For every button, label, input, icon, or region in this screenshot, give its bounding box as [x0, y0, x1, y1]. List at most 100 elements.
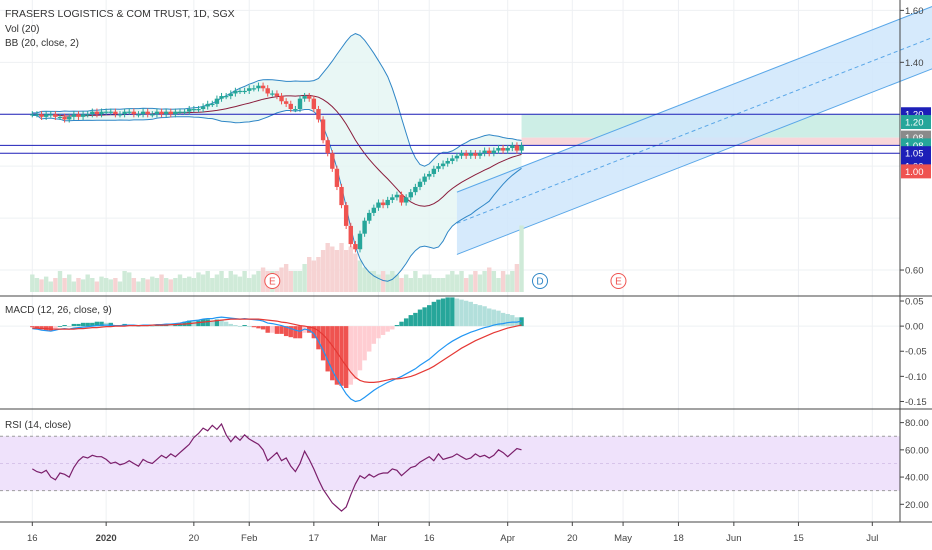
candle-body: [380, 202, 386, 206]
time-axis-label: Feb: [241, 533, 257, 544]
macd-histogram-bar: [99, 321, 104, 327]
volume-bar: [399, 278, 404, 292]
candle-body: [219, 96, 224, 99]
volume-bar: [482, 271, 487, 292]
macd-histogram-bar: [463, 300, 469, 327]
macd-histogram-bar: [316, 326, 321, 350]
volume-bar: [182, 278, 187, 292]
macd-histogram-bar: [288, 326, 293, 338]
macd-histogram-bar: [53, 326, 58, 329]
volume-bar: [30, 274, 35, 292]
macd-histogram-bar: [251, 326, 257, 328]
volume-bar: [237, 276, 243, 292]
candle-body: [394, 194, 400, 198]
macd-histogram-bar: [376, 326, 381, 339]
macd-histogram-bar: [136, 326, 141, 327]
macd-histogram-bar: [417, 309, 423, 327]
volume-bar: [293, 271, 298, 292]
rsi-indicator-label: RSI (14, close): [5, 420, 71, 431]
candle-body: [514, 145, 520, 151]
macd-histogram-bar: [242, 325, 247, 327]
candle-body: [316, 109, 321, 120]
candle-body: [260, 85, 266, 89]
volume-bar: [477, 274, 483, 292]
volume-bar: [219, 271, 224, 292]
macd-histogram-bar: [450, 297, 455, 327]
event-marker-label: D: [536, 277, 543, 288]
macd-histogram-bar: [67, 326, 72, 327]
volume-bar: [150, 276, 155, 292]
candle-body: [330, 153, 335, 169]
candle-body: [173, 111, 178, 115]
volume-bar: [390, 271, 395, 292]
event-marker-circle: [264, 273, 281, 289]
volume-bar: [205, 271, 210, 292]
macd-histogram-bar: [510, 315, 515, 327]
candle-body: [71, 114, 77, 117]
macd-histogram-bar: [348, 326, 353, 385]
volume-bar: [173, 278, 178, 292]
rsi-axis-label: 60.00: [905, 445, 929, 456]
candle-body: [482, 150, 487, 154]
volume-bar: [491, 271, 497, 292]
macd-histogram-bar: [205, 319, 210, 327]
macd-panel: [0, 297, 900, 403]
macd-histogram-bar: [196, 320, 201, 327]
candle-body: [247, 88, 252, 91]
candle-body: [242, 90, 247, 93]
macd-histogram-bar: [477, 305, 483, 327]
macd-histogram-bar: [311, 326, 317, 339]
price-axis-label: 1.60: [905, 6, 924, 17]
candle-body: [436, 166, 441, 169]
volume-bar: [214, 274, 220, 292]
volume-bar: [376, 274, 381, 292]
volume-bar: [302, 264, 307, 292]
volume-bar: [440, 278, 446, 292]
candle-body: [505, 148, 510, 151]
candle-body: [463, 153, 469, 156]
candle-body: [491, 150, 497, 154]
candle-body: [210, 103, 215, 106]
macd-histogram-bar: [108, 322, 113, 327]
price-tag-label: 1.00: [905, 167, 924, 178]
candle-body: [279, 96, 284, 102]
candle-body: [431, 168, 437, 174]
volume-bar: [427, 274, 432, 292]
candle-body: [177, 111, 183, 113]
event-marker-circle: [532, 273, 548, 289]
candle-body: [385, 199, 390, 206]
macd-histogram-bar: [297, 326, 303, 339]
candle-body: [403, 197, 409, 203]
macd-histogram-bar: [427, 305, 432, 327]
candle-body: [399, 194, 404, 203]
macd-histogram-bar: [491, 309, 497, 327]
volume-bar: [519, 225, 524, 292]
candle-body: [477, 153, 483, 156]
macd-histogram-bar: [228, 323, 233, 327]
candle-body: [154, 111, 160, 115]
macd-histogram-bar: [85, 322, 90, 327]
macd-histogram-bar: [39, 326, 44, 330]
candle-body: [196, 109, 201, 111]
macd-axis-label: -0.05: [905, 347, 927, 358]
volume-bar: [334, 250, 340, 292]
volume-bar: [85, 274, 90, 292]
macd-histogram-bar: [293, 326, 298, 339]
macd-histogram-bar: [150, 326, 155, 327]
rsi-axis-label: 20.00: [905, 500, 929, 511]
volume-bar: [450, 271, 455, 292]
candle-body: [140, 111, 146, 115]
signal-line: [32, 318, 522, 383]
macd-histogram-bar: [380, 326, 386, 335]
time-axis-label: Jul: [866, 533, 878, 544]
volume-bar: [288, 271, 293, 292]
macd-histogram-bar: [260, 326, 266, 330]
macd-histogram-bar: [459, 299, 464, 327]
macd-histogram-bar: [76, 323, 81, 327]
rsi-line: [31, 422, 522, 512]
volume-bar: [71, 281, 77, 292]
macd-histogram-bar: [482, 306, 487, 327]
macd-histogram-bar: [307, 326, 312, 333]
volume-bar: [454, 274, 460, 292]
